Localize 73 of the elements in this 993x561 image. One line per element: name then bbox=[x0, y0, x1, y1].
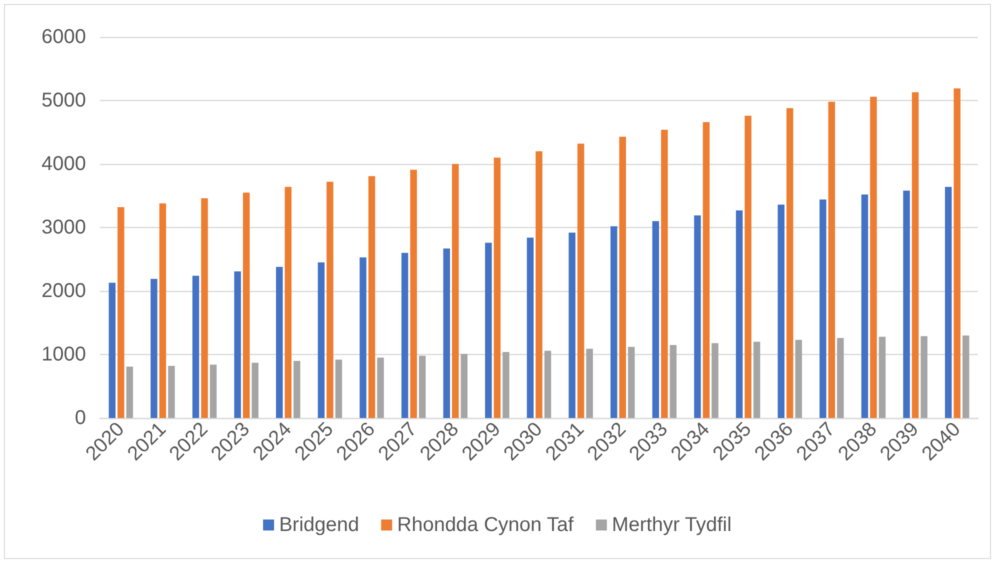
y-tick-label: 0 bbox=[74, 407, 86, 429]
y-tick-label: 6000 bbox=[42, 26, 86, 48]
bar bbox=[920, 336, 928, 418]
bar bbox=[252, 362, 258, 418]
bar bbox=[418, 356, 426, 418]
legend-label: Rhondda Cynon Taf bbox=[397, 514, 574, 536]
bar bbox=[318, 262, 325, 418]
bar bbox=[159, 203, 166, 418]
bar bbox=[494, 158, 501, 418]
bar bbox=[903, 190, 910, 418]
y-tick-label: 3000 bbox=[42, 216, 86, 238]
bar bbox=[912, 92, 919, 418]
bar bbox=[276, 266, 283, 418]
bar bbox=[326, 182, 334, 418]
bar bbox=[820, 200, 826, 418]
bar bbox=[786, 108, 794, 418]
bar bbox=[837, 338, 844, 418]
bar bbox=[118, 207, 124, 418]
bar bbox=[795, 340, 802, 418]
bar bbox=[168, 366, 175, 418]
bar bbox=[577, 144, 584, 418]
bar bbox=[452, 164, 459, 418]
bar bbox=[944, 186, 952, 418]
bar bbox=[284, 186, 292, 418]
bar bbox=[335, 360, 342, 418]
bar bbox=[778, 204, 784, 418]
bar bbox=[460, 354, 468, 418]
bar bbox=[443, 248, 450, 418]
bar bbox=[568, 232, 576, 418]
bar bbox=[368, 176, 376, 418]
bar bbox=[712, 343, 718, 418]
bar bbox=[502, 352, 510, 418]
bar bbox=[210, 364, 217, 418]
bar bbox=[544, 350, 552, 418]
bar bbox=[360, 257, 366, 418]
y-tick-label: 2000 bbox=[42, 280, 86, 302]
bar bbox=[628, 346, 635, 418]
bar bbox=[744, 116, 752, 418]
bar bbox=[410, 170, 417, 418]
bar bbox=[586, 348, 593, 418]
bar bbox=[694, 215, 701, 418]
bar bbox=[234, 271, 241, 418]
bar bbox=[294, 360, 300, 418]
bar bbox=[670, 344, 677, 418]
bar bbox=[736, 210, 743, 418]
bar bbox=[536, 151, 542, 418]
legend-label: Merthyr Tydfil bbox=[612, 514, 732, 536]
bar bbox=[192, 276, 200, 418]
legend-label: Bridgend bbox=[279, 514, 360, 536]
bar bbox=[870, 96, 877, 418]
bar bbox=[126, 366, 134, 418]
bar bbox=[828, 102, 836, 418]
bar bbox=[861, 194, 868, 418]
bar bbox=[753, 342, 760, 418]
bar bbox=[878, 336, 886, 418]
bar bbox=[242, 192, 250, 418]
bar bbox=[108, 282, 116, 418]
bar bbox=[962, 335, 970, 418]
y-tick-label: 1000 bbox=[42, 344, 86, 366]
bar bbox=[150, 278, 158, 418]
bar bbox=[652, 221, 660, 418]
bar bbox=[954, 88, 960, 418]
y-tick-label: 5000 bbox=[42, 90, 86, 112]
bar bbox=[702, 122, 710, 418]
bar bbox=[377, 358, 384, 418]
bar bbox=[526, 238, 534, 418]
bar bbox=[661, 130, 668, 418]
bar bbox=[610, 226, 618, 418]
bar bbox=[401, 252, 408, 418]
y-tick-label: 4000 bbox=[42, 153, 86, 175]
bar bbox=[619, 136, 626, 418]
bar bbox=[485, 242, 492, 418]
bar bbox=[201, 198, 208, 418]
